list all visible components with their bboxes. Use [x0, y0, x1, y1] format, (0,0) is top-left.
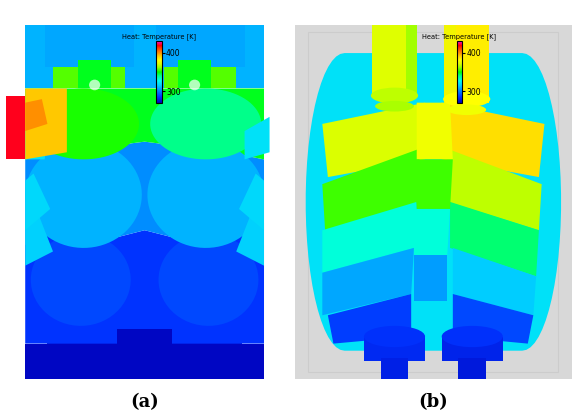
Bar — [200, 344, 228, 379]
Polygon shape — [28, 89, 139, 159]
Bar — [178, 60, 211, 89]
Polygon shape — [444, 25, 455, 103]
Polygon shape — [323, 103, 425, 177]
Title: Heat: Temperature [K]: Heat: Temperature [K] — [122, 33, 196, 40]
Polygon shape — [239, 173, 264, 230]
Ellipse shape — [89, 80, 100, 90]
Polygon shape — [323, 149, 420, 230]
Polygon shape — [150, 89, 261, 159]
Title: Heat: Temperature [K]: Heat: Temperature [K] — [423, 33, 497, 40]
Polygon shape — [442, 103, 544, 177]
Polygon shape — [414, 159, 453, 209]
Polygon shape — [372, 25, 417, 96]
Polygon shape — [147, 142, 264, 248]
Ellipse shape — [442, 326, 503, 347]
Polygon shape — [25, 173, 50, 230]
Polygon shape — [414, 209, 450, 255]
Polygon shape — [25, 124, 47, 159]
Polygon shape — [447, 149, 542, 230]
Polygon shape — [158, 234, 258, 326]
Polygon shape — [53, 25, 125, 89]
Text: (a): (a) — [130, 393, 159, 411]
Bar — [381, 358, 409, 379]
Polygon shape — [117, 330, 172, 344]
Polygon shape — [323, 202, 417, 273]
Text: (b): (b) — [418, 393, 449, 411]
Polygon shape — [236, 216, 264, 266]
Polygon shape — [442, 337, 503, 361]
Polygon shape — [25, 89, 67, 159]
Polygon shape — [453, 248, 536, 315]
Bar — [6, 96, 25, 159]
Polygon shape — [25, 25, 264, 89]
Polygon shape — [444, 25, 489, 103]
Polygon shape — [244, 117, 269, 159]
Ellipse shape — [443, 91, 490, 107]
Polygon shape — [417, 103, 453, 159]
Polygon shape — [25, 216, 53, 266]
Polygon shape — [25, 344, 264, 379]
Bar — [78, 60, 112, 89]
Bar — [134, 344, 155, 379]
Polygon shape — [155, 25, 244, 67]
Polygon shape — [25, 89, 264, 159]
Bar — [458, 358, 486, 379]
Ellipse shape — [447, 105, 486, 115]
Polygon shape — [31, 234, 131, 326]
Bar — [61, 344, 89, 379]
Polygon shape — [25, 142, 142, 248]
Polygon shape — [25, 230, 264, 344]
Polygon shape — [164, 25, 236, 89]
Polygon shape — [453, 294, 533, 344]
Polygon shape — [323, 248, 414, 315]
Polygon shape — [25, 99, 47, 131]
Polygon shape — [328, 294, 411, 344]
Polygon shape — [45, 25, 134, 67]
Ellipse shape — [375, 101, 414, 112]
Polygon shape — [414, 255, 447, 301]
Polygon shape — [450, 202, 539, 276]
Polygon shape — [47, 319, 242, 344]
Polygon shape — [364, 337, 425, 361]
Polygon shape — [25, 142, 264, 244]
Ellipse shape — [364, 326, 425, 347]
Polygon shape — [306, 53, 561, 351]
Ellipse shape — [189, 80, 200, 90]
Polygon shape — [406, 25, 417, 96]
Ellipse shape — [371, 88, 418, 103]
